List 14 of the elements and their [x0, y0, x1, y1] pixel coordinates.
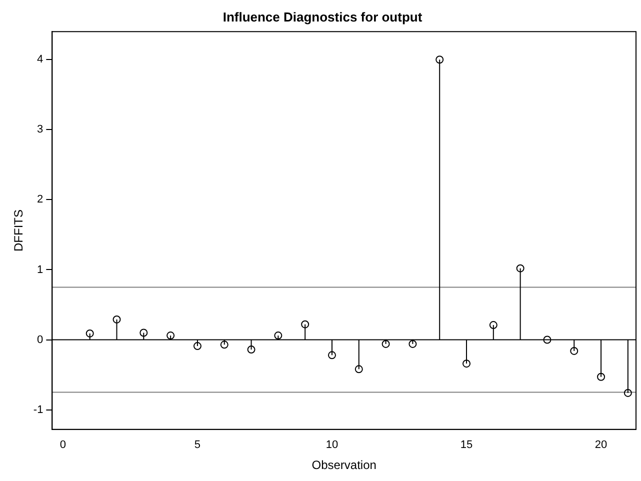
x-tick-label: 15	[460, 439, 473, 452]
x-tick-label: 20	[594, 439, 608, 452]
y-axis-title: DFFITS	[12, 210, 26, 252]
x-tick-label: 0	[60, 439, 66, 452]
y-tick-label: 0	[37, 334, 44, 346]
y-tick-label: 2	[37, 194, 44, 206]
y-tick-label: -1	[33, 404, 44, 416]
x-tick-label: 5	[194, 439, 201, 452]
chart-title: Influence Diagnostics for output	[222, 9, 423, 24]
y-tick-label: 4	[37, 54, 44, 66]
y-tick-label: 1	[37, 264, 44, 276]
x-tick-label: 10	[326, 439, 338, 452]
y-tick-label: 3	[37, 124, 44, 136]
x-axis-title: Observation	[312, 458, 376, 472]
